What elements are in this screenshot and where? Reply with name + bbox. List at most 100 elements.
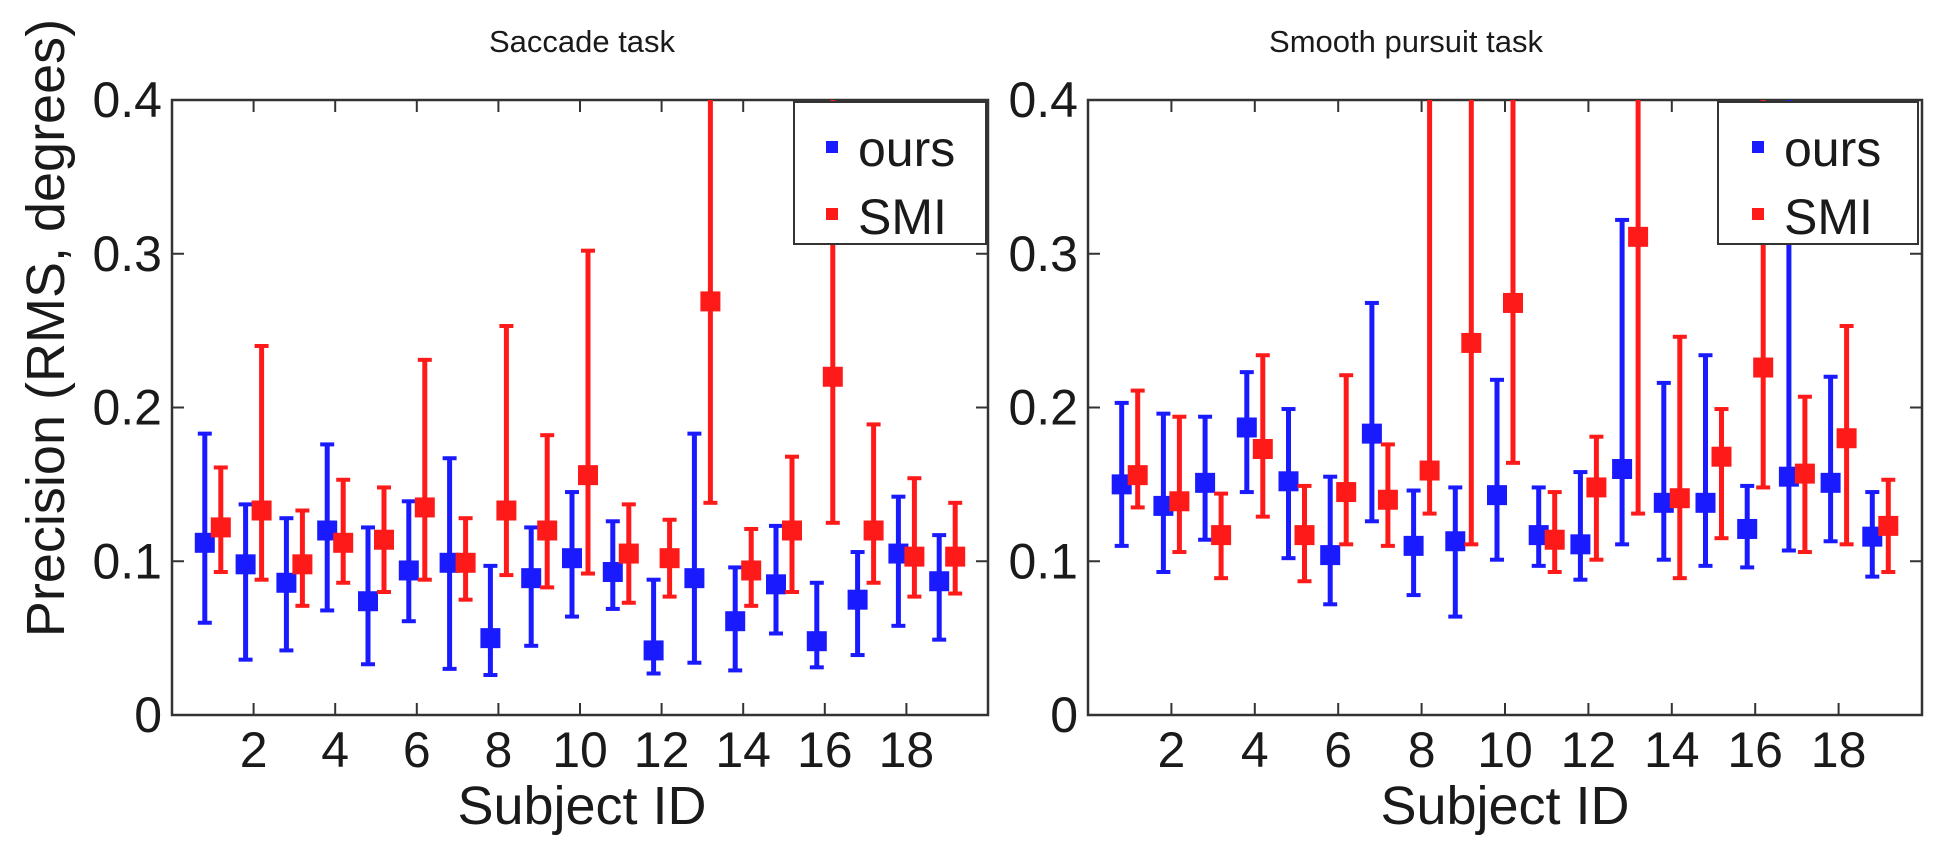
ours-point: [888, 543, 909, 564]
smi-point: [1628, 226, 1649, 247]
smi-point: [741, 560, 762, 581]
smi-point: [455, 552, 476, 573]
y-tick-label: 0.1: [92, 533, 162, 589]
ours-point: [439, 552, 460, 573]
ours-point: [521, 568, 542, 589]
y-tick-label: 0.4: [1008, 72, 1078, 128]
ours-point: [1111, 474, 1132, 495]
y-axis-label: Precision (RMS, degrees): [16, 19, 76, 637]
ours-point: [1320, 545, 1341, 566]
smi-point: [1461, 332, 1482, 353]
x-ticks: 2 4 6 8 10 12 14 16 18: [1157, 100, 1866, 778]
smi-point: [945, 546, 966, 567]
legend: ours SMI: [1717, 101, 1919, 245]
x-axis-label: Subject ID: [457, 776, 706, 836]
ours-point: [929, 571, 950, 592]
ours-point: [1487, 485, 1507, 506]
legend-box: [793, 101, 987, 245]
smi-point: [1711, 446, 1732, 467]
smi-point: [1169, 491, 1190, 512]
ours-point: [1236, 417, 1257, 438]
ours-point: [562, 548, 582, 569]
x-tick-label: 14: [715, 722, 771, 778]
smi-point: [414, 497, 435, 518]
smi-point: [1294, 525, 1315, 546]
x-tick-label: 10: [552, 722, 608, 778]
y-tick-label: 0: [1050, 687, 1078, 743]
smi-point: [292, 554, 313, 575]
smi-point: [210, 517, 231, 538]
ours-point: [1695, 492, 1716, 513]
data-marks: [194, 100, 966, 678]
smi-point: [333, 532, 354, 553]
smi-point: [1836, 428, 1857, 449]
x-tick-label: 2: [1157, 722, 1185, 778]
smi-point: [1586, 477, 1607, 498]
smi-point: [1503, 292, 1523, 313]
smi-point: [251, 500, 272, 521]
panel-title: Saccade task: [489, 24, 676, 59]
y-tick-label: 0.2: [1008, 380, 1078, 436]
ours-point: [1403, 535, 1424, 556]
x-tick-label: 4: [1241, 722, 1269, 778]
smi-point: [1753, 357, 1774, 378]
x-tick-label: 16: [797, 722, 853, 778]
x-ticks: 2 4 6 8 10 12 14 16 18: [240, 100, 935, 778]
smi-point: [904, 546, 925, 567]
legend-smi-label: SMI: [858, 189, 947, 245]
x-tick-label: 18: [879, 722, 935, 778]
y-tick-label: 0.1: [1008, 533, 1078, 589]
legend-smi-marker: [826, 208, 838, 220]
ours-point: [194, 532, 215, 553]
legend-smi-label: SMI: [1784, 189, 1873, 245]
y-tick-label: 0: [134, 687, 162, 743]
smi-point: [374, 529, 394, 550]
x-tick-label: 4: [321, 722, 349, 778]
ours-point: [398, 560, 419, 581]
x-tick-label: 6: [403, 722, 431, 778]
smi-point: [782, 520, 802, 541]
x-tick-label: 8: [484, 722, 512, 778]
smi-point: [863, 520, 884, 541]
ours-point: [1195, 472, 1216, 493]
ours-point: [643, 640, 664, 661]
y-tick-label: 0.4: [92, 72, 162, 128]
ours-point: [358, 591, 378, 612]
smi-point: [1878, 515, 1899, 536]
smi-point: [1252, 439, 1273, 460]
ours-point: [1570, 534, 1591, 555]
ours-point: [1445, 531, 1466, 552]
ours-point: [847, 589, 868, 610]
ours-point: [1612, 459, 1633, 479]
smi-point: [1419, 460, 1440, 481]
ours-point: [766, 574, 786, 595]
ours-point: [684, 568, 705, 589]
data-marks: [1111, 100, 1899, 619]
smi-point: [700, 291, 721, 312]
ours-point: [602, 562, 623, 583]
ours-point: [1278, 471, 1299, 492]
saccade-panel: Saccade task 0 0.1 0.2 0.3 0.4 2 4 6 8 10 12 14 16 1…: [92, 24, 990, 836]
smi-point: [1377, 489, 1398, 510]
smi-point: [1544, 529, 1565, 550]
smi-point: [1211, 525, 1232, 546]
y-tick-label: 0.3: [1008, 226, 1078, 282]
ours-point: [1820, 472, 1841, 493]
smi-point: [1794, 463, 1815, 484]
ours-point: [276, 572, 297, 593]
ours-point: [235, 554, 256, 575]
smi-point: [496, 500, 517, 521]
ours-point: [1528, 525, 1549, 546]
x-axis-label: Subject ID: [1380, 776, 1629, 836]
x-tick-label: 18: [1811, 722, 1867, 778]
y-ticks: 0 0.1 0.2 0.3 0.4: [1008, 72, 1922, 743]
x-tick-label: 8: [1408, 722, 1436, 778]
ours-point: [1778, 466, 1799, 487]
legend-ours-label: ours: [858, 121, 955, 177]
y-tick-label: 0.3: [92, 226, 162, 282]
smi-point: [822, 366, 843, 387]
ours-point: [1653, 492, 1674, 513]
ours-point: [725, 611, 746, 632]
ours-point: [1862, 526, 1883, 547]
legend-box: [1717, 101, 1919, 245]
